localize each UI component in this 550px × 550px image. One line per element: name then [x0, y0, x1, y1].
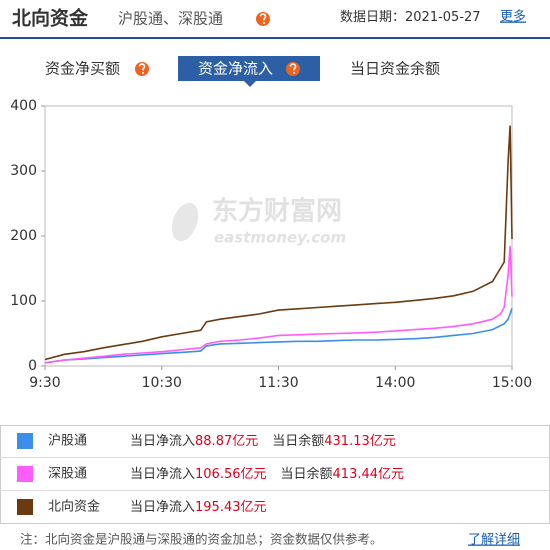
y-tick-label: 200: [10, 228, 37, 244]
row-value: 431.13亿元: [324, 434, 396, 449]
y-tick-label: 0: [28, 358, 37, 374]
watermark-domain: eastmoney.com: [214, 229, 346, 247]
series-line: [44, 307, 513, 364]
row-label: 当日净流入: [130, 467, 195, 482]
help-icon[interactable]: [135, 62, 149, 76]
help-icon[interactable]: [286, 62, 300, 76]
row-value: 106.56亿元: [195, 467, 267, 482]
tab[interactable]: 资金净买额: [45, 60, 120, 78]
legend-name: 沪股通: [48, 433, 87, 449]
y-tick-label: 100: [10, 293, 37, 309]
watermark-brand: 东方财富网: [212, 196, 342, 227]
row-text: 当日净流入88.87亿元 当日余额431.13亿元: [130, 433, 396, 449]
watermark: 东方财富网 eastmoney.com: [171, 196, 346, 247]
row-value: 195.43亿元: [195, 500, 267, 515]
row-text: 当日净流入106.56亿元 当日余额413.44亿元: [130, 466, 404, 482]
x-tick-label: 15:00: [492, 375, 532, 391]
series-line: [44, 245, 513, 364]
x-tick-label: 9:30: [29, 375, 60, 391]
legend-swatch: [17, 466, 33, 482]
subtitle: 沪股通、深股通: [118, 10, 223, 28]
date-label: 数据日期：: [340, 10, 405, 25]
footer-link[interactable]: 了解详细: [468, 533, 520, 548]
tab-pointer: [244, 81, 256, 87]
row-label: 当日余额: [281, 466, 333, 482]
row-text: 当日净流入195.43亿元: [130, 500, 267, 515]
more-link[interactable]: 更多: [500, 9, 526, 25]
row-label: 当日净流入: [130, 434, 195, 449]
y-tick-label: 400: [10, 98, 37, 114]
header-rule: [0, 37, 550, 39]
row-label: 当日余额: [272, 433, 324, 449]
y-tick-label: 300: [10, 163, 37, 179]
row-value: 88.87亿元: [195, 434, 258, 449]
x-tick-label: 10:30: [142, 375, 182, 391]
plot: 0 100 200 300 400 9:30 10:30 11:30 14:00 15:00: [10, 98, 532, 391]
date: 2021-05-27: [405, 10, 481, 25]
legend-swatch: [17, 433, 33, 449]
row-label: 当日净流入: [130, 500, 195, 515]
x-tick-label: 11:30: [258, 375, 298, 391]
legend-name: 深股通: [48, 467, 87, 482]
title: 北向资金: [12, 7, 89, 30]
legend-swatch: [17, 499, 33, 515]
help-icon[interactable]: [256, 12, 270, 26]
legend-name: 北向资金: [48, 499, 100, 515]
date-line: 数据日期：2021-05-27: [340, 10, 481, 25]
series-line: [44, 125, 513, 361]
tab-active[interactable]: 资金净流入: [198, 60, 273, 78]
row-value: 413.44亿元: [333, 467, 405, 482]
tab[interactable]: 当日资金余额: [350, 60, 440, 78]
x-tick-label: 14:00: [375, 375, 415, 391]
footer-note: 注：北向资金是沪股通与深股通的资金加总；资金数据仅供参考。: [20, 532, 383, 547]
